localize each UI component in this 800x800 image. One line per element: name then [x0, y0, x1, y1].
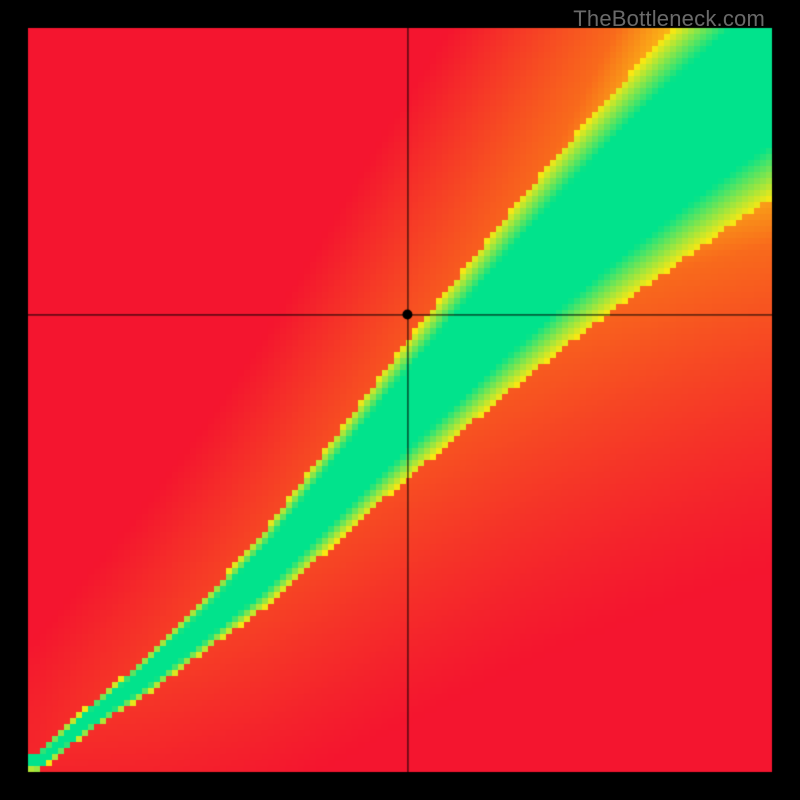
heatmap-canvas [0, 0, 800, 800]
chart-container: TheBottleneck.com [0, 0, 800, 800]
watermark-text: TheBottleneck.com [573, 6, 765, 32]
